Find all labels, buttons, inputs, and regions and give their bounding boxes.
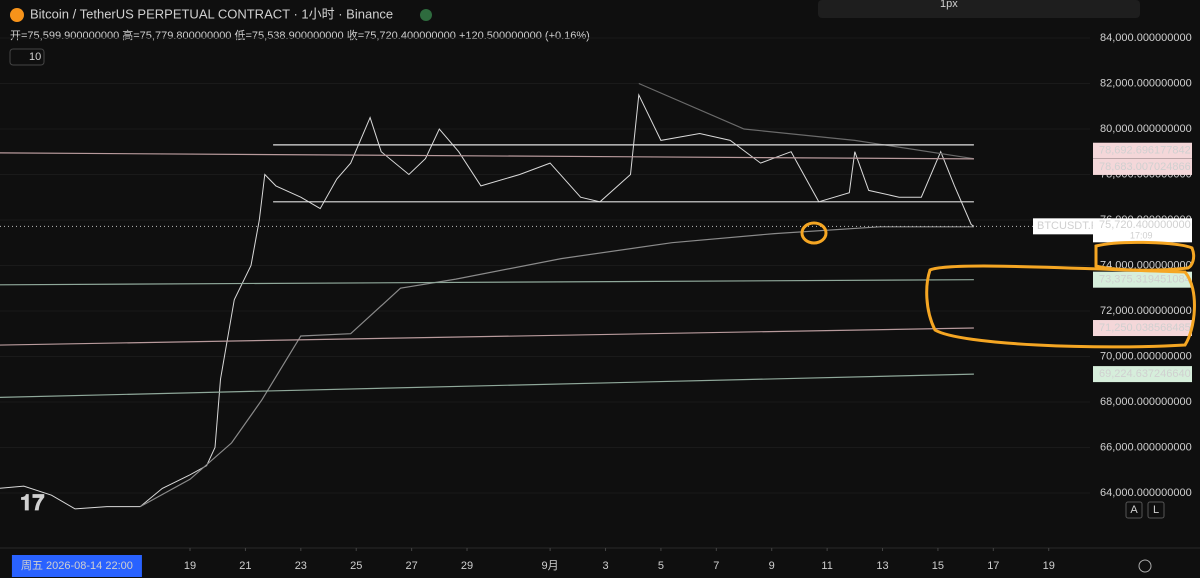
price-label: 78,683.007024866 xyxy=(1099,161,1191,173)
status-dot xyxy=(420,9,432,21)
x-tick-label: 11 xyxy=(821,560,832,572)
chart-title: Bitcoin / TetherUS PERPETUAL CONTRACT · … xyxy=(30,6,393,21)
series-line xyxy=(139,226,974,508)
x-tick-label: 3 xyxy=(602,560,608,572)
price-label: 78,692.696177842 xyxy=(1099,145,1191,157)
annotation-circle xyxy=(925,264,1196,349)
indicator-badge[interactable] xyxy=(9,48,45,66)
toolbar xyxy=(818,0,1140,18)
x-tick-label: 21 xyxy=(239,560,251,572)
x-tick-label: 9月 xyxy=(542,560,559,572)
annotation-circle xyxy=(800,221,828,245)
scale-button-label: A xyxy=(1130,504,1138,516)
indicator-count: 10 xyxy=(29,51,41,63)
last-price-box xyxy=(1093,218,1192,243)
series-line xyxy=(0,152,974,160)
price-label: 69,224.637246640 xyxy=(1099,368,1191,380)
crosshair-date: 周五 2026-08-14 22:00 xyxy=(21,559,133,572)
series-line xyxy=(638,82,974,160)
y-tick-label: 64,000.000000000 xyxy=(1100,487,1192,499)
symbol-label: BTCUSDT.P xyxy=(1037,220,1098,232)
price-label-box xyxy=(1093,320,1192,337)
price-label-box xyxy=(1093,142,1192,159)
scale-button-label: L xyxy=(1153,504,1159,516)
x-tick-label: 7 xyxy=(713,560,719,572)
y-tick-label: 66,000.000000000 xyxy=(1100,441,1192,453)
x-tick-label: 19 xyxy=(184,560,196,572)
scale-button[interactable] xyxy=(1147,501,1165,519)
toolbar-width[interactable]: 1px xyxy=(940,0,958,10)
x-tick-label: 9 xyxy=(769,560,775,572)
price-label-box xyxy=(1093,271,1192,288)
price-label-box xyxy=(1093,366,1192,383)
series-line xyxy=(0,279,974,286)
x-tick-label: 27 xyxy=(405,560,417,572)
series-line xyxy=(0,373,974,398)
countdown: 17:09 xyxy=(1130,231,1153,241)
ohlc-text: 开=75,599.900000000 高=75,779.800000000 低=… xyxy=(10,28,590,42)
last-price-label: 75,720.400000000 xyxy=(1099,219,1191,231)
crosshair-date-box xyxy=(11,555,142,577)
symbol-box xyxy=(1033,218,1093,235)
settings-icon[interactable] xyxy=(1138,559,1152,573)
price-label-box xyxy=(1093,158,1192,175)
price-label: 73,375.319451084 xyxy=(1099,274,1191,286)
x-tick-label: 29 xyxy=(461,560,473,572)
x-tick-label: 5 xyxy=(658,560,664,572)
y-tick-label: 72,000.000000000 xyxy=(1100,305,1192,317)
scale-button[interactable] xyxy=(1125,501,1143,519)
x-tick-label: 15 xyxy=(932,560,944,572)
annotation-circle xyxy=(1094,240,1196,272)
y-tick-label: 68,000.000000000 xyxy=(1100,396,1192,408)
price-label: 71,250.038568485 xyxy=(1099,322,1191,334)
x-tick-label: 23 xyxy=(295,560,307,572)
x-tick-label: 17 xyxy=(987,560,999,572)
y-tick-label: 84,000.000000000 xyxy=(1100,32,1192,44)
series-line xyxy=(0,327,974,346)
logo: 𝟏𝟕 xyxy=(20,490,45,515)
x-tick-label: 25 xyxy=(350,560,362,572)
coin-icon xyxy=(10,8,24,22)
y-tick-label: 70,000.000000000 xyxy=(1100,350,1192,362)
y-tick-label: 82,000.000000000 xyxy=(1100,77,1192,89)
y-tick-label: 80,000.000000000 xyxy=(1100,123,1192,135)
x-tick-label: 13 xyxy=(876,560,888,572)
x-tick-label: 19 xyxy=(1043,560,1055,572)
